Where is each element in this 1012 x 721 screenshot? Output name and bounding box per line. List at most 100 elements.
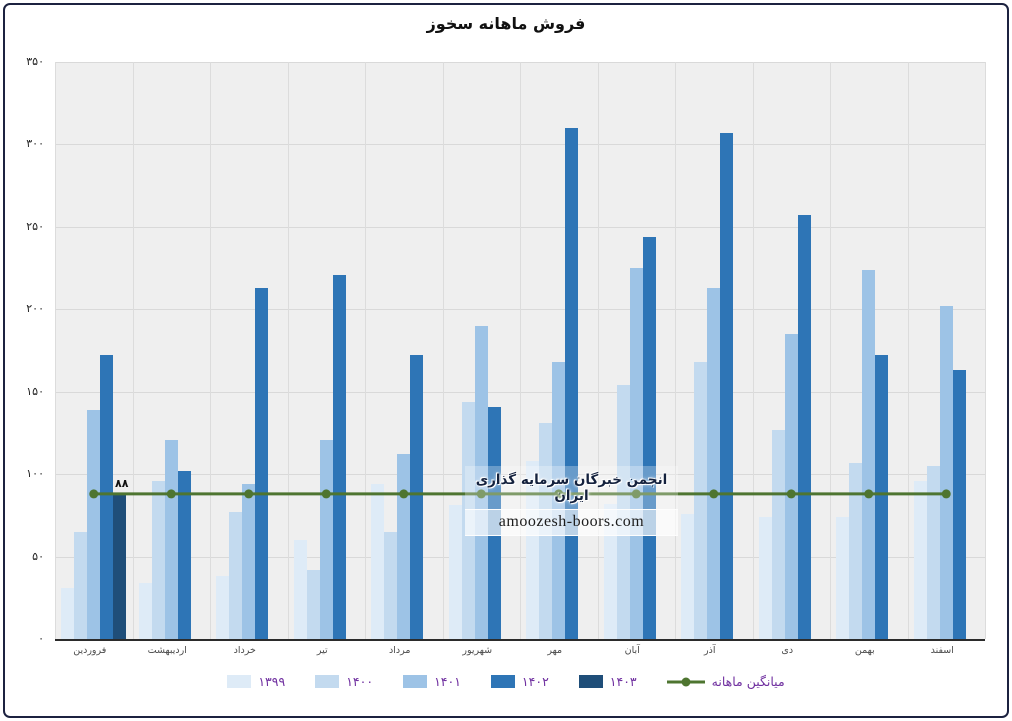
bar-۱۴۰۲-خرداد (255, 287, 269, 639)
bar-۱۴۰۰-خرداد (229, 512, 243, 639)
gridline-vertical (442, 62, 444, 639)
bar-۱۴۰۲-تیر (332, 274, 346, 639)
y-axis-label: ۱۵۰ (26, 384, 44, 398)
bar-۱۴۰۱-مرداد (397, 454, 411, 639)
bar-۱۳۹۹-آذر (681, 513, 695, 639)
legend-item-۱۴۰۱: ۱۴۰۱ (403, 674, 461, 689)
average-line-marker (166, 489, 176, 499)
legend-item-۱۴۰۰: ۱۴۰۰ (315, 674, 373, 689)
legend-swatch-۱۴۰۳ (578, 675, 603, 688)
x-axis-label-2: خرداد (233, 645, 256, 656)
bar-۱۴۰۱-شهریور (474, 325, 488, 639)
bar-۱۳۹۹-دی (758, 517, 772, 639)
watermark-url: amoozesh-boors.com (465, 509, 678, 536)
x-axis-label-8: آذر (704, 645, 716, 656)
bar-۱۳۹۹-تیر (293, 540, 307, 639)
bar-۱۴۰۲-آذر (720, 132, 734, 639)
y-axis-label: ۳۵۰ (26, 55, 44, 68)
average-line-marker (476, 489, 486, 499)
average-line-marker (321, 489, 331, 499)
legend-item-۱۳۹۹: ۱۳۹۹ (227, 674, 285, 689)
bar-۱۴۰۰-فروردین (74, 531, 88, 639)
bar-۱۴۰۱-تیر (319, 439, 333, 639)
x-axis-label-3: تیر (316, 645, 328, 656)
legend-label: ۱۴۰۳ (609, 674, 637, 689)
legend-label: ۱۴۰۱ (434, 674, 461, 689)
bar-۱۴۰۲-مرداد (410, 355, 424, 639)
average-line (89, 489, 951, 499)
legend-swatch-۱۴۰۲ (490, 675, 515, 688)
bar-۱۴۰۰-دی (771, 429, 785, 639)
x-axis-label-1: اردیبهشت (147, 645, 187, 656)
gridline-vertical (365, 62, 366, 639)
bar-۱۳۹۹-خرداد (216, 576, 230, 639)
bar-۱۳۹۹-اسفند (913, 480, 927, 639)
gridline-vertical (597, 62, 599, 639)
gridline-vertical (55, 62, 56, 639)
bar-۱۴۰۱-خرداد (242, 484, 256, 639)
x-axis-label-7: آبان (624, 645, 640, 656)
gridline-vertical (520, 62, 521, 639)
x-axis-label-4: مرداد (389, 645, 411, 656)
bar-۱۴۰۱-مهر (552, 362, 566, 639)
gridline-vertical (287, 62, 289, 639)
gridline-vertical (210, 62, 211, 639)
average-line-marker (399, 489, 409, 499)
x-axis-label-10: بهمن (854, 645, 875, 656)
legend-swatch-۱۴۰۱ (403, 675, 428, 688)
legend-label: ۱۴۰۰ (346, 674, 374, 689)
bar-۱۳۹۹-فروردین (61, 587, 75, 639)
x-axis-label-5: شهریور (462, 645, 493, 656)
legend-swatch-۱۳۹۹ (227, 675, 252, 688)
x-axis-label-0: فروردین (73, 645, 107, 656)
legend-item-۱۴۰۲: ۱۴۰۲ (490, 674, 549, 689)
bar-۱۳۹۹-آبان (603, 503, 617, 639)
gridline-vertical (675, 62, 676, 639)
average-line-marker (89, 489, 99, 499)
bar-۱۴۰۲-آبان (642, 236, 656, 639)
legend-label: ۱۴۰۲ (521, 674, 549, 689)
bar-۱۴۰۰-تیر (306, 569, 320, 639)
bar-۱۴۰۳-فروردین (113, 493, 127, 639)
x-axis: فروردین اردیبهشت خرداد تیر مرداد شهریور مهر آبا… (55, 645, 985, 663)
bar-۱۳۹۹-شهریور (448, 505, 462, 639)
bar-۱۴۰۰-اسفند (926, 465, 940, 639)
bar-۱۴۰۱-بهمن (862, 269, 876, 639)
y-axis: ۰ ۵۰ ۱۰۰ ۱۵۰ ۲۰۰ ۲۵۰ ۳۰۰ ۳۵۰ (0, 0, 52, 721)
average-line-marker (709, 489, 719, 499)
bar-۱۳۹۹-مرداد (371, 484, 385, 639)
legend-item-۱۴۰۳: ۱۴۰۳ (578, 674, 637, 689)
y-axis-label: ۳۰۰ (26, 137, 44, 151)
average-line-marker (554, 489, 564, 499)
legend: ۱۳۹۹ ۱۴۰۰ ۱۴۰۱ ۱۴۰۲ ۱۴۰۳ میانگین ماهانه (0, 674, 1012, 689)
average-line-marker (941, 489, 951, 499)
y-axis-label: ۱۰۰ (26, 467, 44, 481)
bar-۱۳۹۹-مهر (526, 460, 540, 639)
bar-۱۴۰۲-اسفند (952, 370, 966, 639)
x-axis-label-6: مهر (547, 645, 563, 656)
average-line-marker (864, 489, 874, 499)
bar-۱۴۰۲-دی (797, 215, 811, 639)
bar-۱۴۰۰-مرداد (384, 531, 398, 639)
bar-۱۴۰۱-آبان (629, 268, 643, 639)
gridline-vertical (985, 62, 986, 639)
x-axis-label-9: دی (781, 645, 794, 656)
gridline-vertical (830, 62, 831, 639)
bar-۱۴۰۲-اردیبهشت (177, 470, 191, 639)
average-line-marker (244, 489, 254, 499)
bar-۱۴۰۰-بهمن (849, 462, 863, 639)
watermark-title: انجمن خبرگان سرمایه گذاری ایران (475, 472, 668, 504)
gridline-vertical (752, 62, 754, 639)
legend-item-average: میانگین ماهانه (666, 674, 785, 689)
average-line-marker (631, 489, 641, 499)
bar-۱۳۹۹-اردیبهشت (138, 582, 152, 639)
bar-۱۴۰۱-فروردین (87, 409, 101, 639)
gridline-vertical (907, 62, 909, 639)
y-axis-label: ۲۵۰ (26, 219, 44, 233)
legend-average-marker (666, 677, 705, 686)
bar-۱۴۰۰-آذر (694, 362, 708, 639)
plot-area: ۸۸ (55, 62, 986, 641)
legend-label: ۱۳۹۹ (258, 674, 286, 689)
bar-value-label: ۸۸ (115, 476, 129, 490)
